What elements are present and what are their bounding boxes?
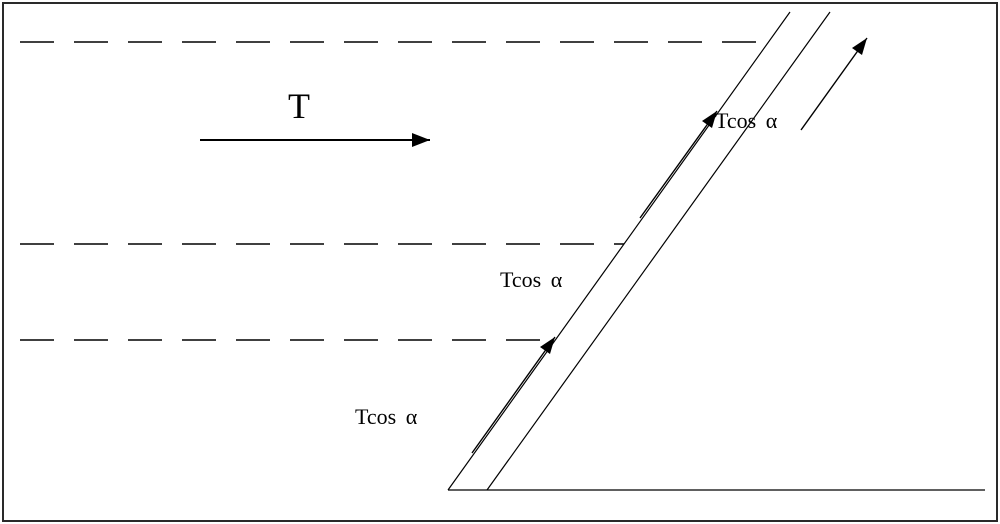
label-Tcos-alpha-0: Tcos α: [355, 404, 418, 429]
label-T: T: [288, 86, 310, 126]
label-Tcos-alpha-2: Tcos α: [715, 108, 778, 133]
force-diagram: T Tcos α Tcos α Tcos α: [0, 0, 1000, 524]
frame-border: [3, 3, 997, 521]
label-Tcos-alpha-1: Tcos α: [500, 267, 563, 292]
